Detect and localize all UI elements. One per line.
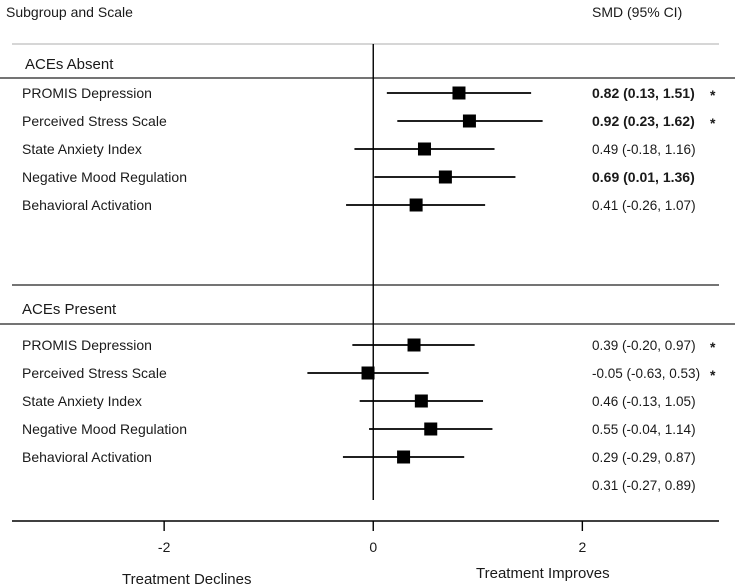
significance-star: * xyxy=(710,367,716,383)
significance-star: * xyxy=(710,115,716,131)
point-estimate-marker xyxy=(407,338,421,352)
point-estimate-marker xyxy=(409,198,423,212)
row-ci-text: 0.69 (0.01, 1.36) xyxy=(592,169,695,185)
x-tick-label: -2 xyxy=(158,539,171,555)
row-ci-text: 0.39 (-0.20, 0.97) xyxy=(592,338,696,353)
row-ci-text: 0.29 (-0.29, 0.87) xyxy=(592,450,696,465)
forest-row: 0.31 (-0.27, 0.89) xyxy=(592,478,696,493)
forest-row: Perceived Stress Scale 0.92 (0.23, 1.62) * xyxy=(22,113,716,131)
point-estimate-marker xyxy=(414,394,428,408)
row-label: Behavioral Activation xyxy=(22,197,152,213)
forest-row: Negative Mood Regulation 0.55 (-0.04, 1.1… xyxy=(22,421,696,437)
point-estimate-marker xyxy=(361,366,375,380)
forest-row: Perceived Stress Scale -0.05 (-0.63, 0.53… xyxy=(22,365,716,383)
row-label: Negative Mood Regulation xyxy=(22,421,187,437)
point-estimate-marker xyxy=(452,86,466,100)
x-caption-treatment-declines: Treatment Declines xyxy=(122,571,252,588)
forest-row: PROMIS Depression 0.39 (-0.20, 0.97) * xyxy=(22,337,716,355)
x-tick-label: 2 xyxy=(578,539,586,555)
row-ci-text: 0.31 (-0.27, 0.89) xyxy=(592,478,696,493)
group-title-aces-present: ACEs Present xyxy=(22,301,117,318)
x-axis-ticks: -2 0 2 xyxy=(158,521,586,555)
row-label: State Anxiety Index xyxy=(22,141,142,157)
row-label: State Anxiety Index xyxy=(22,393,142,409)
forest-rows: PROMIS Depression 0.82 (0.13, 1.51) *Perce… xyxy=(22,85,716,493)
row-label: Behavioral Activation xyxy=(22,449,152,465)
x-tick-label: 0 xyxy=(369,539,377,555)
forest-row: Behavioral Activation 0.41 (-0.26, 1.07) xyxy=(22,197,696,213)
row-ci-text: -0.05 (-0.63, 0.53) xyxy=(592,366,700,381)
header-smd-label: SMD (95% CI) xyxy=(592,4,682,20)
point-estimate-marker xyxy=(438,170,452,184)
forest-row: PROMIS Depression 0.82 (0.13, 1.51) * xyxy=(22,85,716,103)
forest-row: Behavioral Activation 0.29 (-0.29, 0.87) xyxy=(22,449,696,465)
point-estimate-marker xyxy=(462,114,476,128)
point-estimate-marker xyxy=(397,450,411,464)
row-label: Negative Mood Regulation xyxy=(22,169,187,185)
point-estimate-marker xyxy=(424,422,438,436)
significance-star: * xyxy=(710,339,716,355)
row-ci-text: 0.92 (0.23, 1.62) xyxy=(592,113,695,129)
x-caption-treatment-improves: Treatment Improves xyxy=(476,565,610,582)
row-label: Perceived Stress Scale xyxy=(22,365,167,381)
group-title-aces-absent: ACEs Absent xyxy=(25,56,114,73)
row-ci-text: 0.82 (0.13, 1.51) xyxy=(592,85,695,101)
forest-row: State Anxiety Index 0.49 (-0.18, 1.16) xyxy=(22,141,696,157)
significance-star: * xyxy=(710,87,716,103)
forest-row: Negative Mood Regulation 0.69 (0.01, 1.36… xyxy=(22,169,695,185)
row-label: PROMIS Depression xyxy=(22,337,152,353)
forest-row: State Anxiety Index 0.46 (-0.13, 1.05) xyxy=(22,393,696,409)
row-ci-text: 0.55 (-0.04, 1.14) xyxy=(592,422,696,437)
row-ci-text: 0.41 (-0.26, 1.07) xyxy=(592,198,696,213)
point-estimate-marker xyxy=(417,142,431,156)
row-label: PROMIS Depression xyxy=(22,85,152,101)
row-ci-text: 0.46 (-0.13, 1.05) xyxy=(592,394,696,409)
row-ci-text: 0.49 (-0.18, 1.16) xyxy=(592,142,696,157)
row-label: Perceived Stress Scale xyxy=(22,113,167,129)
header-subgroup-label: Subgroup and Scale xyxy=(6,4,133,20)
